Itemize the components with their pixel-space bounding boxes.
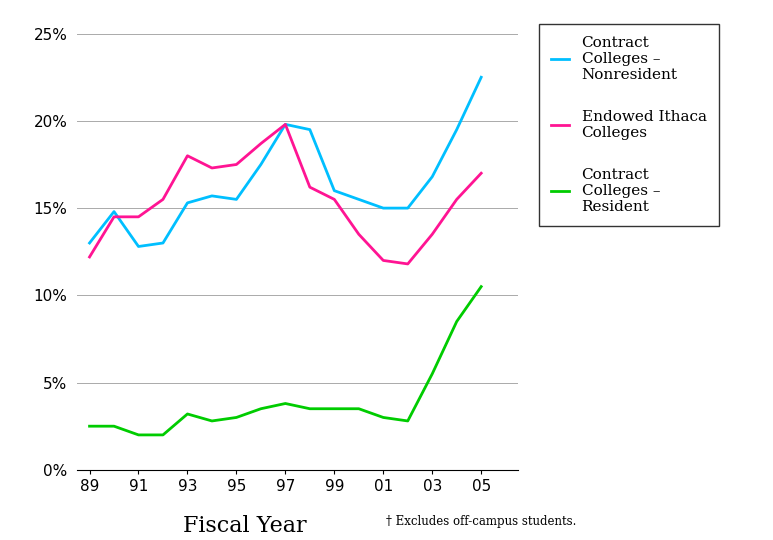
Text: † Excludes off-campus students.: † Excludes off-campus students. (386, 515, 576, 528)
Text: Fiscal Year: Fiscal Year (183, 515, 307, 537)
Legend: Contract
Colleges –
Nonresident, Endowed Ithaca
Colleges, Contract
Colleges –
Re: Contract Colleges – Nonresident, Endowed… (539, 24, 719, 226)
